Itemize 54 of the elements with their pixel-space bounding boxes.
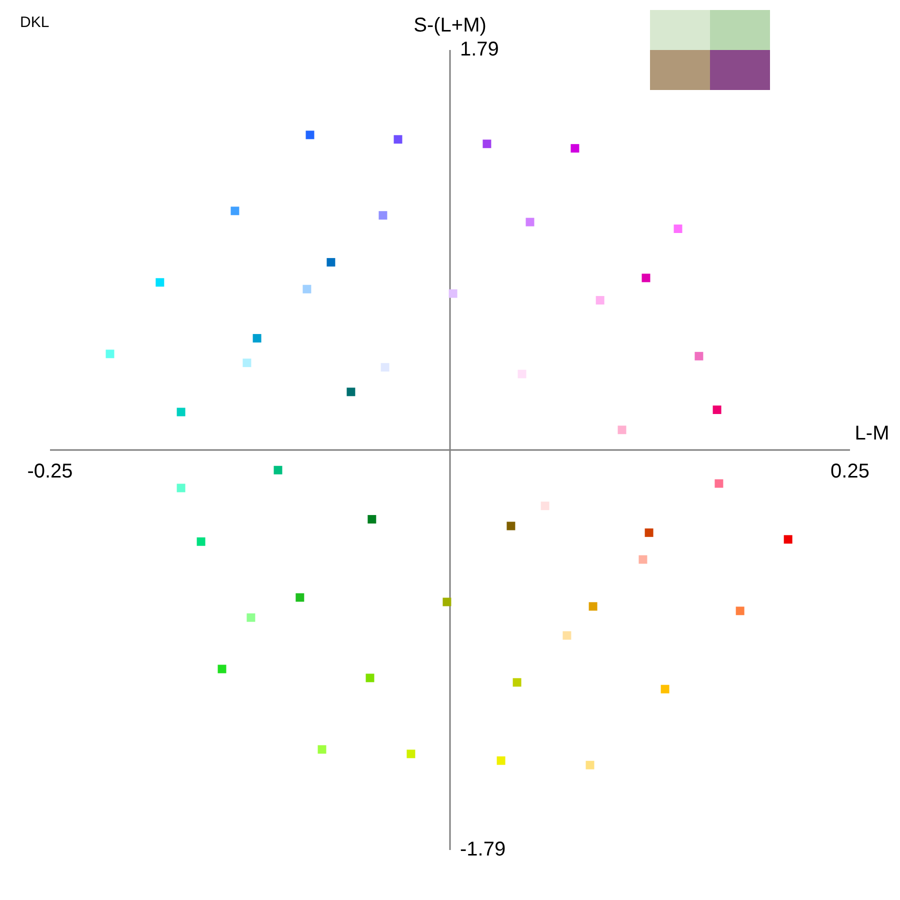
point <box>482 140 492 148</box>
point <box>378 211 388 220</box>
point <box>642 274 650 282</box>
point <box>346 388 356 396</box>
point <box>296 593 304 602</box>
y-tick-label: 1.79 <box>460 38 499 61</box>
point <box>366 674 374 682</box>
point <box>230 206 240 216</box>
chart-title: DKL <box>20 14 50 31</box>
point <box>326 258 336 267</box>
point <box>176 408 186 416</box>
point <box>570 144 580 153</box>
point <box>394 135 402 144</box>
x-tick-label: 0.25 <box>830 460 870 483</box>
y-tick-label: -1.79 <box>460 838 506 861</box>
point <box>562 631 572 640</box>
point <box>380 363 390 372</box>
point <box>196 537 206 546</box>
point <box>588 602 598 611</box>
point <box>506 522 516 530</box>
point <box>618 426 626 434</box>
point <box>512 678 522 687</box>
point <box>368 515 376 524</box>
point <box>252 334 262 343</box>
point <box>318 745 326 754</box>
point <box>714 479 724 488</box>
point <box>518 370 526 378</box>
point <box>694 352 704 360</box>
point <box>242 358 252 368</box>
point <box>644 528 654 537</box>
point <box>784 535 792 544</box>
point <box>306 130 314 140</box>
point <box>302 284 312 294</box>
point <box>274 466 282 474</box>
x-axis-title: L-M <box>854 422 890 445</box>
point <box>712 406 722 414</box>
point <box>660 684 670 694</box>
point <box>448 289 458 298</box>
point <box>246 613 256 622</box>
point <box>442 598 452 606</box>
point <box>406 750 416 758</box>
point <box>674 224 682 234</box>
point <box>540 502 550 510</box>
x-tick-label: -0.25 <box>27 460 73 483</box>
point <box>638 555 648 564</box>
y-axis-title: S-(L+M) <box>414 14 486 37</box>
point <box>586 760 594 770</box>
point <box>526 218 534 226</box>
point <box>176 484 186 492</box>
point <box>106 350 114 358</box>
point <box>496 756 506 765</box>
point <box>736 606 744 616</box>
point <box>156 278 164 287</box>
point <box>596 296 604 305</box>
